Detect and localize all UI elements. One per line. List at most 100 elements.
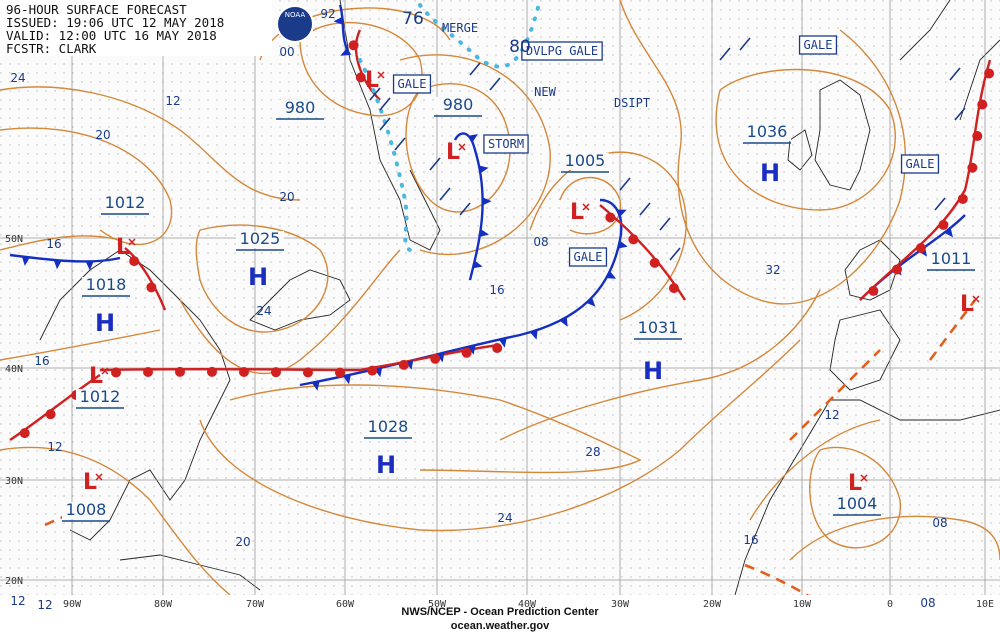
front-symbol <box>468 134 478 143</box>
low-symbol: L <box>83 470 97 495</box>
low-symbol: L <box>848 471 862 496</box>
isobar-label: 12 <box>165 94 180 108</box>
isobar-label: 16 <box>489 283 504 297</box>
low-x-mark <box>377 71 385 79</box>
low-symbol: L <box>570 200 584 225</box>
isobar-label: 16 <box>743 533 758 547</box>
isobar-label: 16 <box>34 354 49 368</box>
front-symbol <box>967 162 978 173</box>
front-symbol <box>238 366 249 377</box>
front-symbol <box>367 365 378 376</box>
front-symbol <box>348 40 359 51</box>
front-symbol <box>146 282 157 293</box>
front-symbol <box>111 367 122 378</box>
pressure-value: 1005 <box>565 151 606 170</box>
low-x-mark <box>101 367 109 375</box>
front-symbol <box>668 283 679 294</box>
annotation: GALE <box>906 157 935 171</box>
pressure-label-bg <box>101 195 149 212</box>
low-symbol: L <box>446 140 460 165</box>
isobar-label: 16 <box>46 237 61 251</box>
annotation: DVLPG GALE <box>526 44 598 58</box>
front-symbol <box>606 271 617 279</box>
pressure-label-bg <box>743 124 791 141</box>
isobar-label: 20 <box>235 535 250 549</box>
pressure-value: 980 <box>285 98 316 117</box>
low-symbol: L <box>116 235 130 260</box>
front-symbol <box>311 381 320 391</box>
high-symbol: H <box>95 309 115 337</box>
front-symbol <box>270 367 281 378</box>
isobar-label: 80 <box>509 37 531 57</box>
annotation: GALE <box>804 38 833 52</box>
longitude-label: 0 <box>887 599 893 610</box>
footer-bg <box>0 595 1000 637</box>
front-symbol <box>175 366 186 377</box>
front-symbol <box>206 366 217 377</box>
isobar-label: 24 <box>10 71 25 85</box>
front-symbol <box>334 367 345 378</box>
front-symbol <box>957 193 968 204</box>
wind-barbs <box>369 37 966 261</box>
pressure-value: 1011 <box>931 249 972 268</box>
annotation-box <box>568 247 608 267</box>
isobar-label: 00 <box>279 45 294 59</box>
front-symbol <box>559 316 568 327</box>
fronts <box>9 0 995 602</box>
front-symbol <box>461 347 472 358</box>
pressure-label-bg <box>927 251 975 268</box>
longitude-label: 30W <box>611 599 630 610</box>
front-symbol <box>892 264 903 275</box>
annotation: GALE <box>574 250 603 264</box>
pressure-label-bg <box>76 389 124 406</box>
isobar-label: 24 <box>497 511 512 525</box>
isobar-label: 76 <box>402 9 424 29</box>
pressure-label-bg <box>62 502 110 519</box>
front-symbol <box>478 165 489 174</box>
front-symbol <box>628 234 639 245</box>
latitude-label: 20N <box>5 576 23 587</box>
low-x-mark <box>128 238 136 246</box>
isobar-label: 08 <box>533 235 548 249</box>
pressure-value: 1004 <box>837 494 878 513</box>
high-symbol: H <box>376 451 396 479</box>
front-symbol <box>129 256 140 267</box>
annotation-box <box>483 134 529 154</box>
coastlines <box>39 0 1000 596</box>
isobar-label: 24 <box>256 304 271 318</box>
front-symbol <box>944 227 954 238</box>
pressure-value: 1036 <box>747 122 788 141</box>
longitude-label: 70W <box>246 599 265 610</box>
pressure-value: 1028 <box>368 417 409 436</box>
front-symbol <box>333 16 343 25</box>
logo-text: NOAA <box>285 11 306 19</box>
pressure-label-bg <box>364 419 412 436</box>
isobar-label: 12 <box>10 594 25 608</box>
isobar-label: 12 <box>824 408 839 422</box>
front-symbol <box>85 261 94 271</box>
isobar-label: 08 <box>932 516 947 530</box>
low-x-mark <box>458 143 466 151</box>
latitude-label: 40N <box>5 364 23 375</box>
annotation-box <box>900 154 940 174</box>
pressure-label-bg <box>833 496 881 513</box>
isobar-label: 92 <box>320 7 335 21</box>
header-line: ISSUED: 19:06 UTC 12 MAY 2018 <box>6 15 224 30</box>
longitude-label: 10W <box>793 599 812 610</box>
high-symbol: H <box>643 357 663 385</box>
front-symbol <box>868 285 879 296</box>
pressure-label-bg <box>82 277 130 294</box>
front-symbol <box>984 68 995 79</box>
front-symbol <box>19 428 30 439</box>
front-symbol <box>586 297 596 307</box>
front-symbol <box>618 240 628 249</box>
annotation: GALE <box>398 77 427 91</box>
front-symbol <box>53 259 62 270</box>
front-symbol <box>430 353 441 364</box>
front-symbol <box>398 359 409 370</box>
longitude-label: 90W <box>63 599 82 610</box>
annotation-box <box>392 74 432 94</box>
low-symbol: L <box>365 68 379 93</box>
